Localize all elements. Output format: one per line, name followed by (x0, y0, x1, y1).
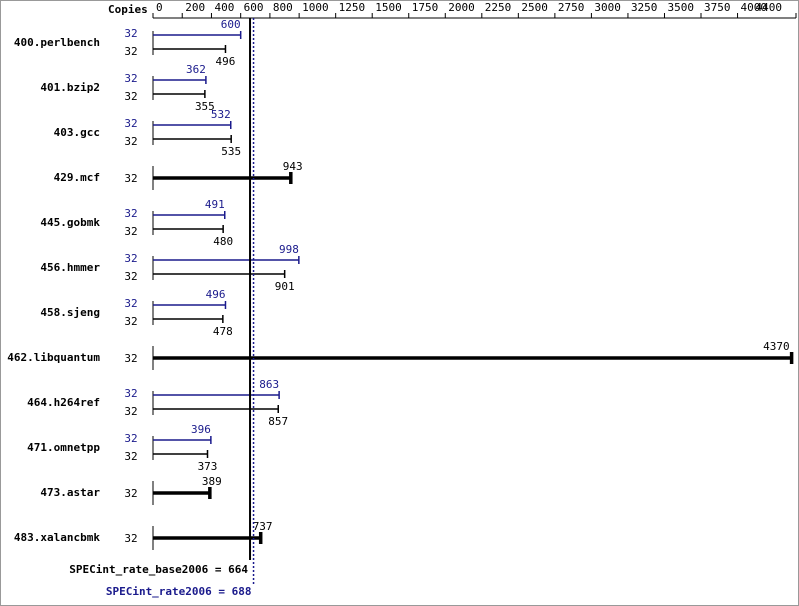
x-tick-label: 2000 (448, 1, 475, 14)
x-tick-label: 3000 (594, 1, 621, 14)
bar (153, 76, 207, 84)
x-tick-label: 4000 (741, 1, 768, 14)
copies-label: 32 (124, 532, 137, 545)
value-label: 496 (216, 55, 236, 68)
x-tick-label: 2250 (485, 1, 512, 14)
value-label: 4370 (763, 340, 790, 353)
copies-label: 32 (124, 135, 137, 148)
benchmark-label: 445.gobmk (40, 216, 100, 229)
benchmark-label: 471.omnetpp (27, 441, 100, 454)
x-tick-label: 1000 (302, 1, 329, 14)
bar (153, 135, 232, 143)
bar (153, 270, 286, 278)
value-label: 532 (211, 108, 231, 121)
benchmark-label: 456.hmmer (40, 261, 100, 274)
copies-label: 32 (124, 387, 137, 400)
bar (153, 301, 227, 309)
value-label: 355 (195, 100, 215, 113)
bar (153, 121, 232, 129)
x-tick-label: 2500 (521, 1, 548, 14)
value-label: 389 (202, 475, 222, 488)
copies-label: 32 (124, 405, 137, 418)
copies-label: 32 (124, 72, 137, 85)
bar (153, 487, 212, 499)
benchmark-label: 462.libquantum (7, 351, 100, 364)
copies-label: 32 (124, 45, 137, 58)
copies-label: 32 (124, 207, 137, 220)
benchmark-label: 400.perlbench (14, 36, 100, 49)
bar (153, 90, 206, 98)
value-label: 480 (213, 235, 233, 248)
benchmark-label: 401.bzip2 (40, 81, 100, 94)
value-label: 901 (275, 280, 295, 293)
bar (153, 315, 224, 323)
x-tick-label: 3250 (631, 1, 658, 14)
bar (153, 225, 224, 233)
benchmark-label: 458.sjeng (40, 306, 100, 319)
x-tick-label: 1750 (412, 1, 439, 14)
value-label: 857 (268, 415, 288, 428)
copies-label: 32 (124, 27, 137, 40)
value-label: 373 (198, 460, 218, 473)
bar (153, 31, 242, 39)
copies-label: 32 (124, 90, 137, 103)
copies-label: 32 (124, 297, 137, 310)
x-tick-label: 200 (185, 1, 205, 14)
copies-label: 32 (124, 117, 137, 130)
value-label: 491 (205, 198, 225, 211)
bar (153, 352, 794, 364)
value-label: 863 (259, 378, 279, 391)
x-tick-label: 800 (273, 1, 293, 14)
copies-label: 32 (124, 315, 137, 328)
value-label: 737 (253, 520, 273, 533)
bar (153, 172, 293, 184)
x-tick-label: 0 (156, 1, 163, 14)
benchmark-label: 403.gcc (54, 126, 100, 139)
x-tick-label: 400 (214, 1, 234, 14)
x-tick-label: 2750 (558, 1, 585, 14)
x-tick-label: 3750 (704, 1, 731, 14)
value-label: 943 (283, 160, 303, 173)
x-tick-label: 3500 (667, 1, 694, 14)
benchmark-label: 473.astar (40, 486, 100, 499)
copies-label: 32 (124, 225, 137, 238)
copies-header: Copies (108, 3, 148, 16)
copies-label: 32 (124, 252, 137, 265)
copies-label: 32 (124, 270, 137, 283)
value-label: 535 (221, 145, 241, 158)
bar (153, 45, 227, 53)
x-tick-label: 4400 (756, 1, 783, 14)
benchmark-label: 429.mcf (54, 171, 100, 184)
copies-label: 32 (124, 450, 137, 463)
copies-label: 32 (124, 172, 137, 185)
value-label: 362 (186, 63, 206, 76)
value-label: 396 (191, 423, 211, 436)
value-label: 496 (206, 288, 226, 301)
bar (153, 450, 209, 458)
x-tick-label: 1500 (375, 1, 402, 14)
value-label: 600 (221, 18, 241, 31)
copies-label: 32 (124, 432, 137, 445)
bar (153, 532, 263, 544)
bar (153, 391, 280, 399)
bar (153, 436, 212, 444)
benchmark-label: 483.xalancbmk (14, 531, 100, 544)
copies-label: 32 (124, 487, 137, 500)
value-label: 478 (213, 325, 233, 338)
bar (153, 256, 300, 264)
reference-label: SPECint_rate2006 = 688 (106, 585, 252, 598)
value-label: 998 (279, 243, 299, 256)
x-tick-label: 600 (244, 1, 264, 14)
bar (153, 405, 279, 413)
reference-label: SPECint_rate_base2006 = 664 (69, 563, 248, 576)
x-tick-label: 1250 (339, 1, 366, 14)
benchmark-label: 464.h264ref (27, 396, 100, 409)
bar (153, 211, 226, 219)
copies-label: 32 (124, 352, 137, 365)
